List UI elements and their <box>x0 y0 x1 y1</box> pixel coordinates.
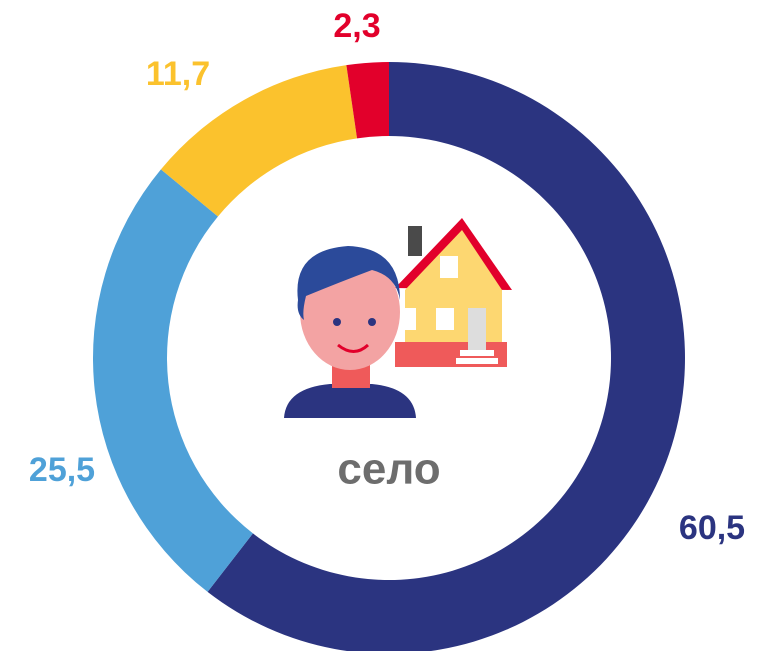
value-label: 11,7 <box>146 55 210 93</box>
value-label: 25,5 <box>29 451 95 489</box>
value-label: 2,3 <box>333 7 380 45</box>
center-text: село <box>337 445 440 494</box>
chart: село 60,5 25,5 11,7 2,3 <box>0 0 769 651</box>
value-label: 60,5 <box>679 509 745 547</box>
icon <box>284 218 512 418</box>
donut-segment <box>93 169 253 592</box>
